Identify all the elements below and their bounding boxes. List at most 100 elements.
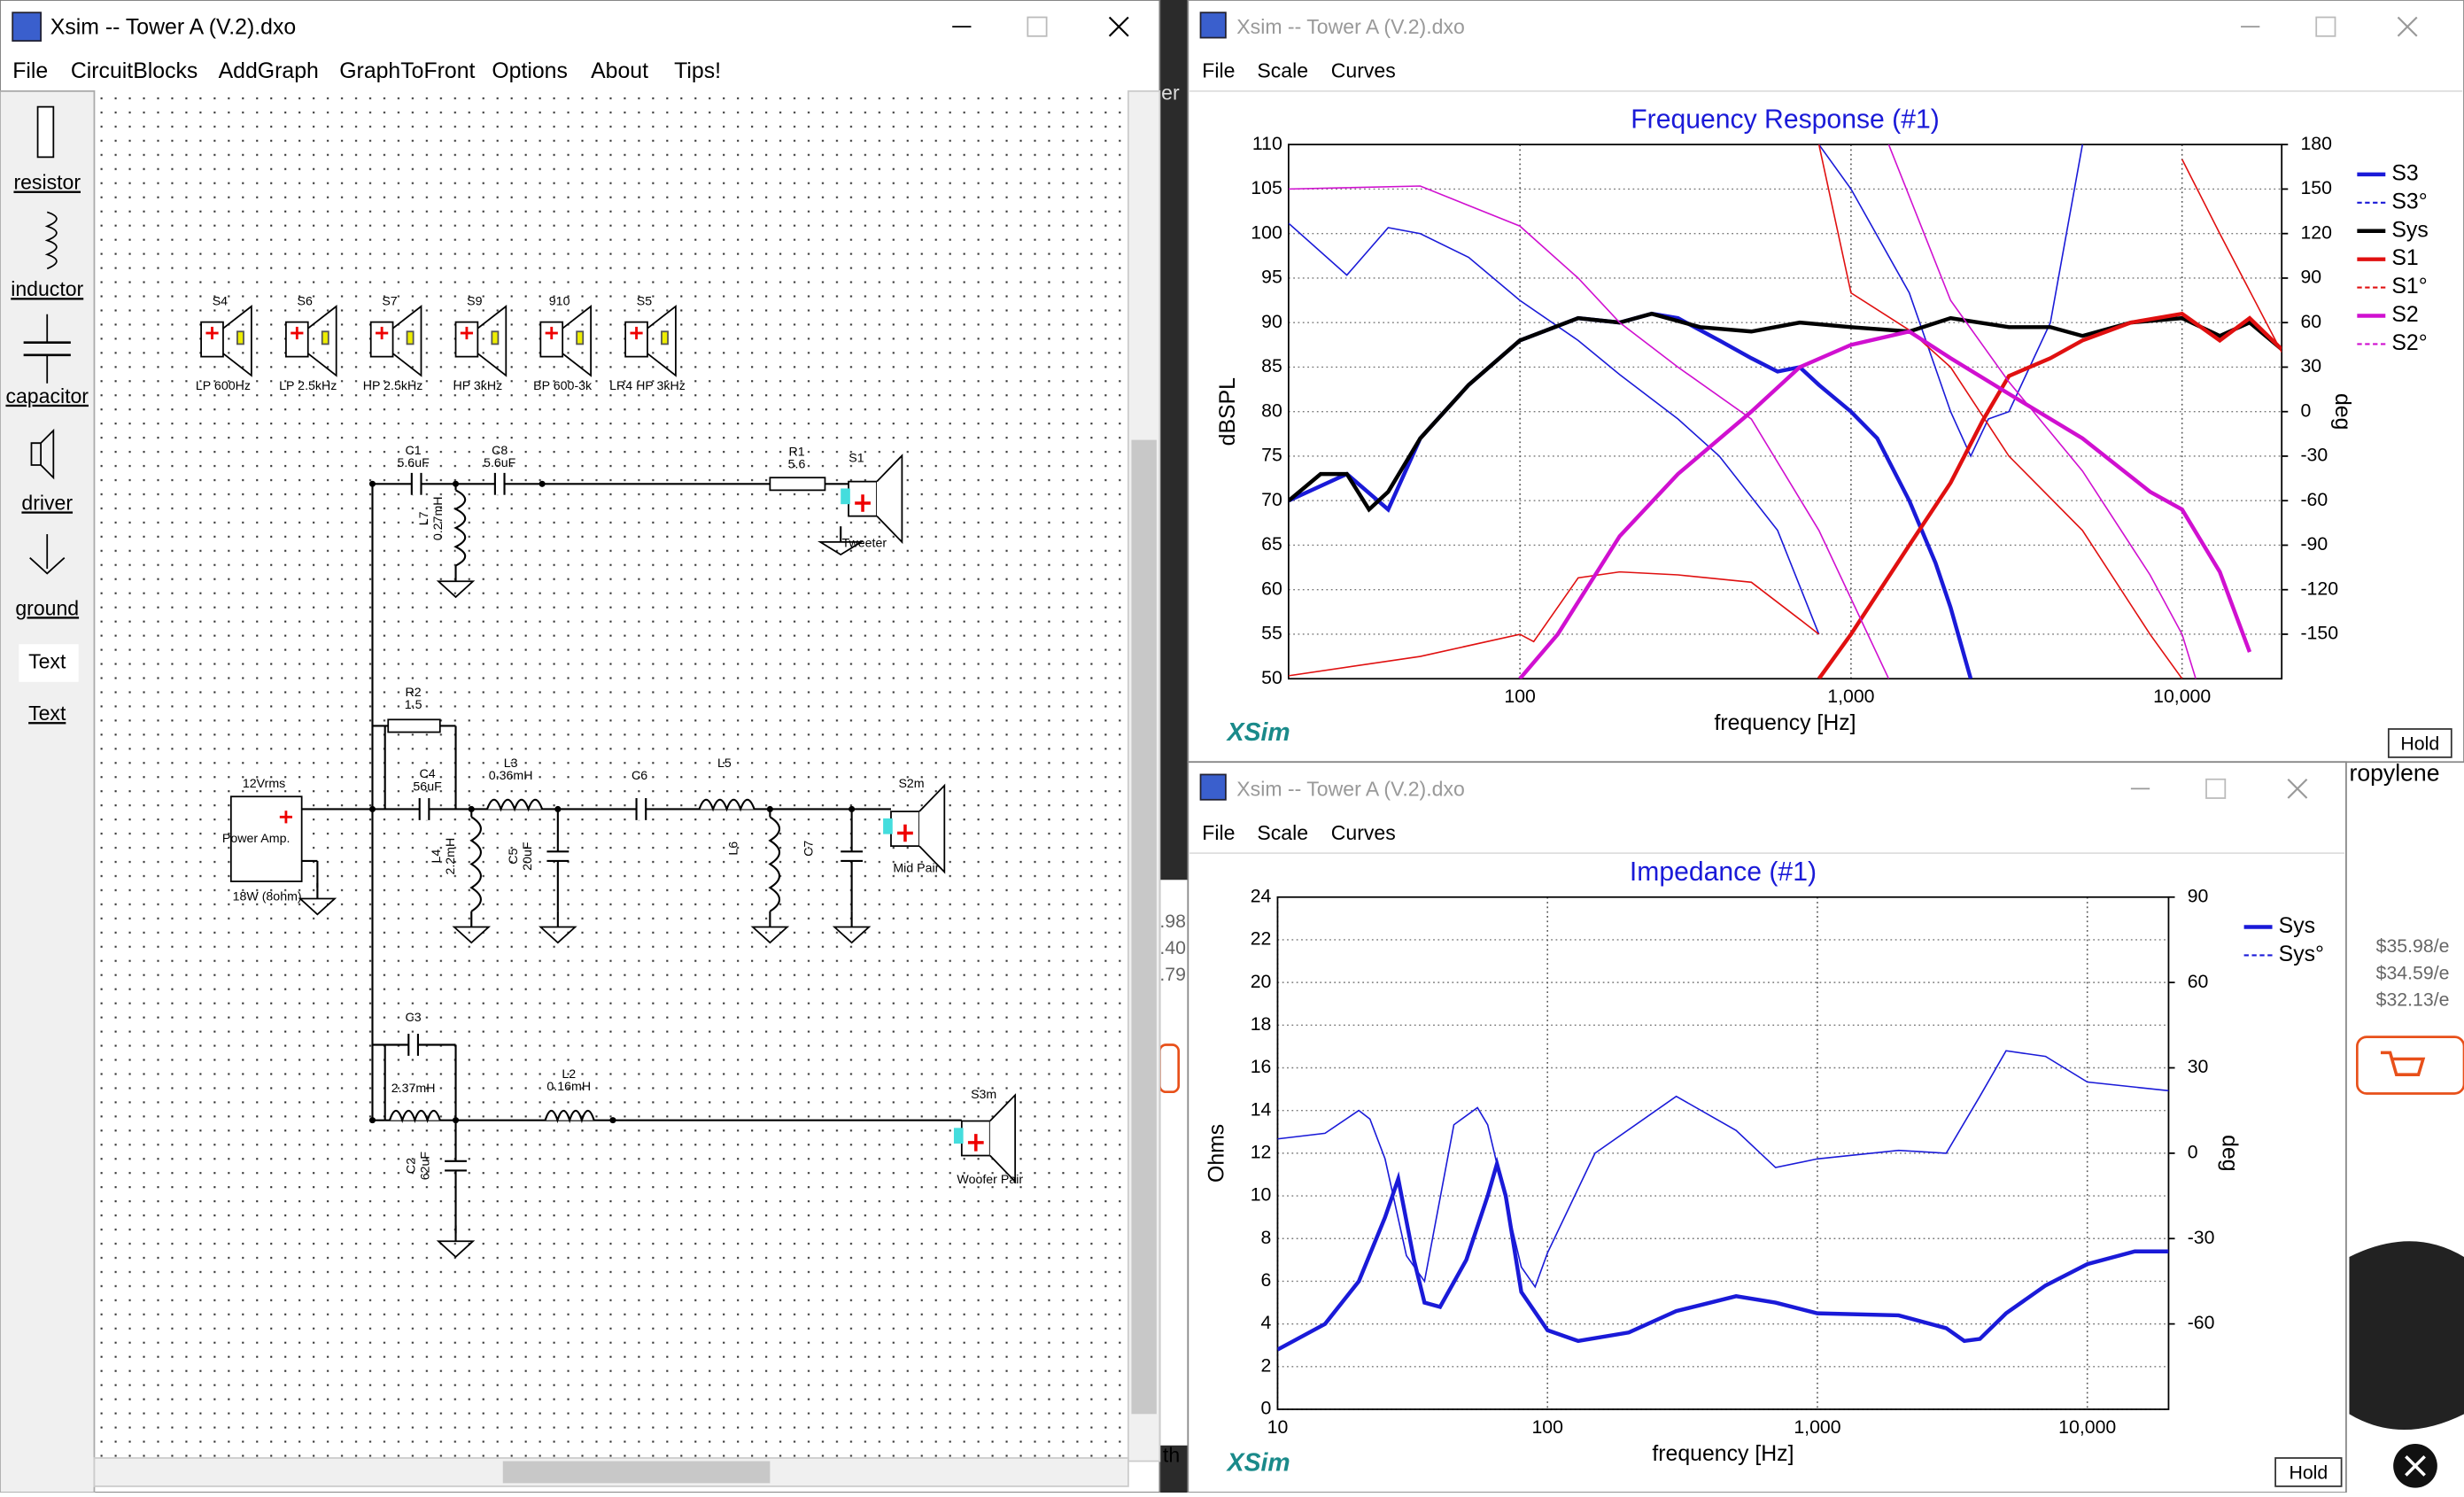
- tool-button[interactable]: resistor: [13, 171, 81, 194]
- scroll-thumb[interactable]: [502, 1461, 771, 1484]
- y2-tick-label: -30: [2188, 1227, 2215, 1248]
- block-icon: [562, 305, 592, 377]
- x-tick-label: 10,000: [2058, 1416, 2116, 1438]
- part-value: 0.27mH: [431, 496, 446, 540]
- part-name: C8: [492, 444, 508, 458]
- y-tick-label: 100: [1251, 221, 1282, 243]
- y2-axis-label: deg: [2330, 393, 2354, 430]
- tool-box: [19, 644, 79, 682]
- block-icon: [392, 305, 422, 377]
- cart-button[interactable]: [1158, 1043, 1181, 1094]
- part-name: L7: [417, 511, 431, 525]
- block-flag: [491, 330, 500, 345]
- tool-button[interactable]: driver: [21, 491, 73, 514]
- close-button[interactable]: [1108, 16, 1129, 37]
- y2-tick-label: 0: [2188, 1142, 2198, 1163]
- hold-button[interactable]: [2274, 1457, 2343, 1487]
- y-tick-label: 75: [1261, 445, 1282, 466]
- driver-label: Woofer Pair: [957, 1173, 1023, 1187]
- close-button[interactable]: [2397, 16, 2418, 37]
- chart-title: Impedance (#1): [1630, 857, 1817, 887]
- hold-button-label[interactable]: Hold: [2400, 733, 2439, 754]
- y-tick-label: 70: [1261, 489, 1282, 510]
- y-tick-label: 14: [1251, 1098, 1272, 1120]
- block-flag: [321, 330, 329, 345]
- y2-axis-label: deg: [2217, 1135, 2241, 1171]
- block-name: S9: [467, 294, 482, 308]
- menu-item[interactable]: CircuitBlocks: [71, 59, 198, 83]
- resistor: [387, 718, 441, 733]
- part-value: 5.6uF: [397, 456, 430, 470]
- menu-item[interactable]: Scale: [1257, 59, 1308, 82]
- menu-item[interactable]: File: [1202, 59, 1235, 82]
- part-name: R1: [788, 446, 804, 460]
- y-tick-label: 4: [1261, 1312, 1272, 1333]
- maximize-button[interactable]: [2205, 778, 2227, 799]
- menu-item[interactable]: Scale: [1257, 821, 1308, 844]
- driver-name: S2m: [898, 777, 924, 791]
- part-name: L3: [504, 756, 518, 771]
- part-value: 0.36mH: [489, 769, 533, 783]
- menu-item[interactable]: File: [12, 59, 48, 83]
- driver-cone: [876, 454, 903, 545]
- block-flag: [406, 330, 415, 345]
- junction: [452, 480, 460, 487]
- maximize-button[interactable]: [2315, 16, 2336, 37]
- part-name: L6: [726, 842, 740, 856]
- hold-button[interactable]: [2387, 728, 2452, 758]
- driver-icon: [30, 428, 55, 480]
- y2-tick-label: 180: [2300, 133, 2331, 154]
- maximize-button[interactable]: [1027, 16, 1048, 37]
- series-line: [1288, 144, 2084, 635]
- part-name: L2: [562, 1067, 576, 1082]
- block-label: LP 2.5kHz: [279, 379, 337, 393]
- close-button[interactable]: [2287, 778, 2308, 799]
- y2-tick-label: 30: [2300, 355, 2321, 376]
- legend-label: S2°: [2391, 331, 2427, 355]
- legend-label: S1°: [2391, 275, 2427, 299]
- part-name: L5: [717, 756, 732, 771]
- y2-tick-label: -60: [2188, 1312, 2215, 1333]
- menu-item[interactable]: AddGraph: [219, 59, 319, 83]
- series-line: [1518, 329, 2252, 679]
- y-tick-label: 80: [1261, 399, 1282, 421]
- tool-button[interactable]: Text: [28, 650, 66, 673]
- toolbox: [0, 89, 96, 1493]
- close-ad: [2405, 1454, 2426, 1477]
- app-icon: [1199, 12, 1227, 39]
- window-title: Xsim -- Tower A (V.2).dxo: [50, 15, 296, 39]
- legend-label: S3: [2391, 161, 2418, 185]
- tool-button[interactable]: capacitor: [5, 384, 89, 407]
- part-name: C5: [507, 848, 521, 864]
- part-name: C6: [631, 769, 647, 783]
- tool-button[interactable]: ground: [15, 596, 79, 619]
- scroll-thumb[interactable]: [1131, 439, 1157, 1415]
- amp-voltage: 12Vrms: [243, 777, 285, 791]
- hold-button-label[interactable]: Hold: [2289, 1462, 2328, 1483]
- driver-port: [953, 1128, 964, 1144]
- menu-item[interactable]: Curves: [1331, 59, 1396, 82]
- legend-label: Sys: [2279, 914, 2315, 938]
- junction: [452, 1117, 460, 1124]
- driver-label: Tweeter: [842, 536, 887, 550]
- menu-item[interactable]: About: [591, 59, 648, 83]
- schematic-canvas: [94, 90, 1128, 1462]
- menu-item[interactable]: GraphToFront: [339, 59, 475, 83]
- y-tick-label: 90: [1261, 311, 1282, 332]
- tool-button[interactable]: inductor: [11, 277, 83, 300]
- tool-button[interactable]: Text: [28, 702, 66, 725]
- menu-item[interactable]: Options: [492, 59, 568, 83]
- legend-label: Sys: [2391, 218, 2428, 242]
- window-title: Xsim -- Tower A (V.2).dxo: [1236, 777, 1464, 800]
- cart-button[interactable]: [2356, 1035, 2464, 1095]
- menu-item[interactable]: File: [1202, 821, 1235, 844]
- menu-item[interactable]: Tips!: [674, 59, 721, 83]
- x-tick-label: 10,000: [2153, 686, 2211, 707]
- y-tick-label: 20: [1251, 971, 1272, 992]
- y2-tick-label: 90: [2188, 885, 2209, 906]
- series-line: [1288, 144, 2197, 679]
- ground: [539, 926, 577, 944]
- y-tick-label: 0: [1261, 1398, 1272, 1419]
- menu-item[interactable]: Curves: [1331, 821, 1396, 844]
